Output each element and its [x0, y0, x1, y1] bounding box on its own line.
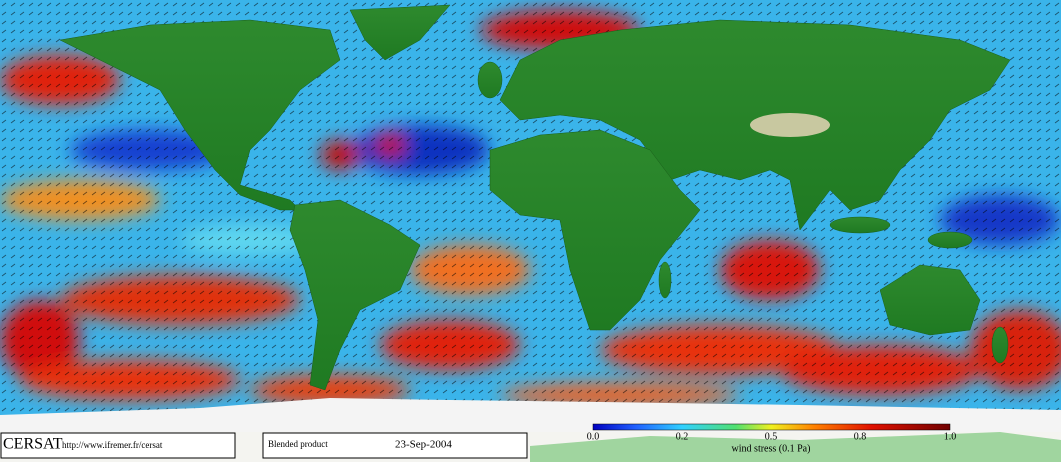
- tibet: [750, 113, 830, 137]
- new-guinea: [927, 231, 973, 249]
- antarctica: [0, 398, 1061, 432]
- colorbar-title: wind stress (0.1 Pa): [732, 443, 811, 454]
- continents: [59, 4, 1011, 391]
- info-box: [262, 432, 528, 459]
- colorbar-ticks: 0.0 0.2 0.5 0.8 1.0: [587, 431, 957, 442]
- tick-label: 1.0: [944, 431, 957, 442]
- logo-box: [0, 432, 236, 459]
- africa: [489, 129, 701, 331]
- tick-label: 0.0: [587, 431, 600, 442]
- logo: CERSAT: [3, 436, 63, 453]
- new-zealand: [991, 326, 1009, 364]
- south-america: [289, 199, 421, 391]
- product: Blended product: [268, 439, 328, 449]
- tick-label: 0.5: [765, 431, 778, 442]
- colorbar: [592, 423, 951, 431]
- madagascar: [658, 261, 672, 299]
- tick-label: 0.8: [854, 431, 867, 442]
- tick-label: 0.2: [676, 431, 689, 442]
- url: http://www.ifremer.fr/cersat: [62, 440, 163, 450]
- north-america: [59, 19, 341, 211]
- british-isles: [477, 61, 503, 99]
- australia: [879, 264, 981, 336]
- indonesia: [829, 216, 891, 234]
- antarctica-relief: [530, 432, 1061, 462]
- greenland: [349, 4, 451, 61]
- date: 23-Sep-2004: [395, 439, 452, 451]
